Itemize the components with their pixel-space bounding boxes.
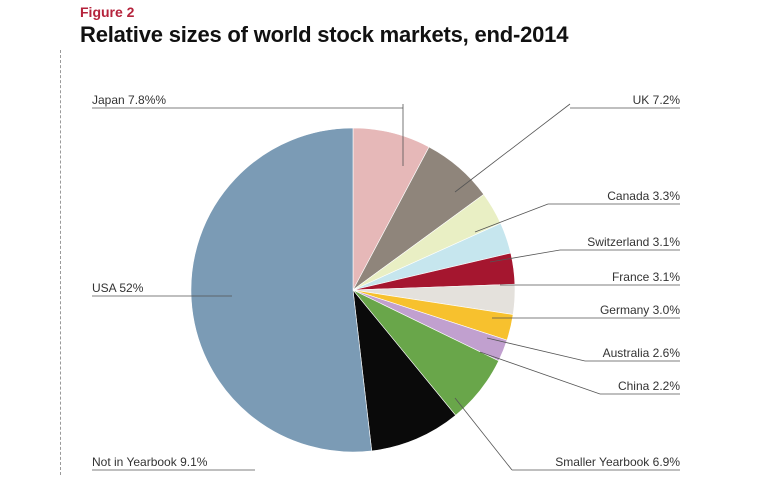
slice-labels: Japan 7.8%% UK 7.2% Canada 3.3% Switzerland… <box>92 93 680 469</box>
slice-label-germany: Germany 3.0% <box>600 303 680 317</box>
page-border-line <box>60 50 61 475</box>
slice-label-france: France 3.1% <box>612 270 680 284</box>
slice-label-not-in-yearbook: Not in Yearbook 9.1% <box>92 455 208 469</box>
leader-line <box>486 337 586 362</box>
slice-label-switzerland: Switzerland 3.1% <box>587 235 680 249</box>
slice-label-smaller-yearbook: Smaller Yearbook 6.9% <box>555 455 680 469</box>
slice-label-china: China 2.2% <box>618 379 680 393</box>
slice-label-japan: Japan 7.8%% <box>92 93 166 107</box>
pie-slice-not-in-yearbook <box>352 289 457 452</box>
leader-line <box>454 397 513 471</box>
slice-label-canada: Canada 3.3% <box>607 189 680 203</box>
leader-line <box>489 249 561 263</box>
slice-label-usa: USA 52% <box>92 281 144 295</box>
slice-label-uk: UK 7.2% <box>633 93 681 107</box>
pie-slices <box>190 127 516 453</box>
leader-lines <box>92 103 680 471</box>
pie-slice-usa <box>190 127 373 453</box>
figure-label: Figure 2 <box>80 4 135 20</box>
leader-line <box>454 103 571 193</box>
chart-title: Relative sizes of world stock markets, e… <box>80 22 569 47</box>
slice-label-australia: Australia 2.6% <box>603 346 681 360</box>
leader-line <box>479 351 601 395</box>
leader-line <box>474 203 549 233</box>
